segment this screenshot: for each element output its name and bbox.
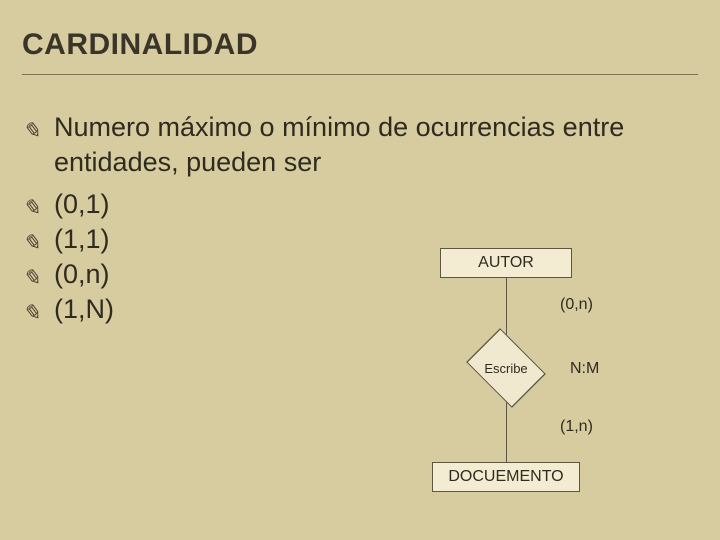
bullet-icon: ✎ <box>22 118 48 144</box>
page-title: CARDINALIDAD <box>22 28 258 62</box>
relationship-label: Escribe <box>460 347 552 389</box>
bullet-icon: ✎ <box>22 230 48 256</box>
title-block: CARDINALIDAD <box>22 28 258 62</box>
bullet-row-1: ✎ (1,1) <box>22 224 682 255</box>
title-underline <box>22 74 698 75</box>
cardinality-right: N:M <box>570 360 599 378</box>
intro-text: Numero máximo o mínimo de ocurrencias en… <box>54 110 682 179</box>
cardinality-bottom: (1,n) <box>560 418 593 436</box>
bullet-row-0: ✎ (0,1) <box>22 189 682 220</box>
bullet-icon: ✎ <box>22 300 48 326</box>
entity-autor-label: AUTOR <box>478 254 534 272</box>
cardinality-top: (0,n) <box>560 296 593 314</box>
entity-documento: DOCUEMENTO <box>432 462 580 492</box>
slide: CARDINALIDAD ✎ Numero máximo o mínimo de… <box>0 0 720 540</box>
bullet-icon: ✎ <box>22 265 48 291</box>
entity-autor: AUTOR <box>440 248 572 278</box>
bullet-row-intro: ✎ Numero máximo o mínimo de ocurrencias … <box>22 110 682 185</box>
relationship-escribe: Escribe <box>460 347 552 389</box>
list-item: (1,1) <box>54 224 682 255</box>
entity-documento-label: DOCUEMENTO <box>448 468 563 486</box>
relationship-label-text: Escribe <box>484 361 527 376</box>
list-item: (0,1) <box>54 189 682 220</box>
list-item: (0,n) <box>54 259 682 290</box>
bullet-icon: ✎ <box>22 195 48 221</box>
bullet-row-2: ✎ (0,n) <box>22 259 682 290</box>
